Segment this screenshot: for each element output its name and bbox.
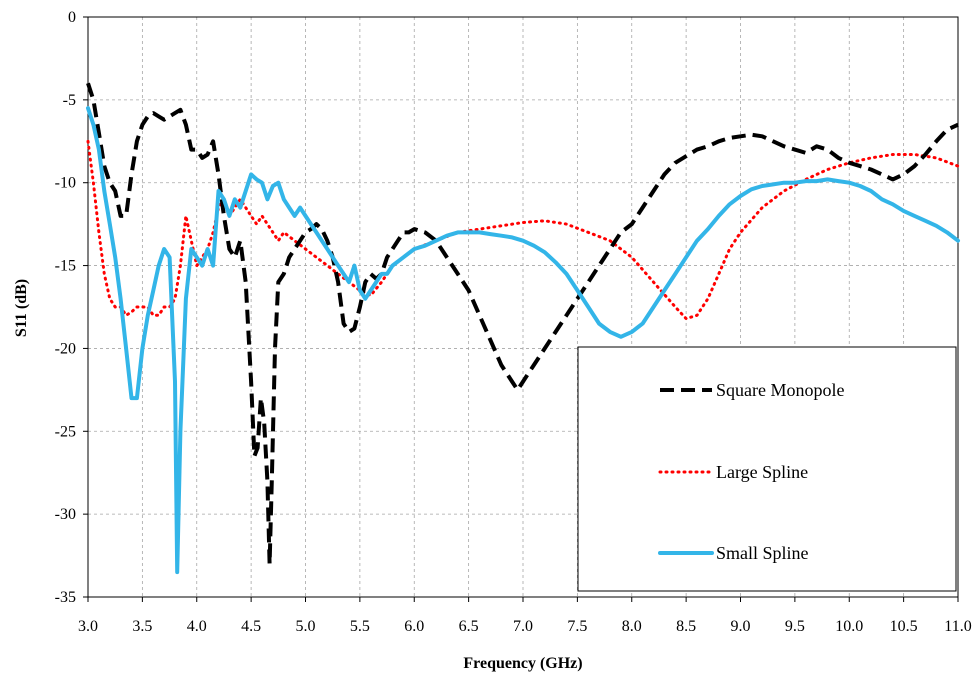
x-tick-label: 10.0 — [835, 618, 863, 635]
x-tick-label: 3.0 — [78, 618, 98, 635]
y-tick-label: -35 — [55, 589, 76, 606]
x-tick-label: 8.0 — [622, 618, 642, 635]
x-tick-label: 5.0 — [296, 618, 316, 635]
y-tick-label: -20 — [55, 340, 76, 357]
y-axis-title: S11 (dB) — [13, 279, 30, 337]
x-tick-label: 8.5 — [676, 618, 696, 635]
x-tick-label: 10.5 — [890, 618, 918, 635]
x-tick-label: 6.0 — [404, 618, 424, 635]
y-tick-label: -30 — [55, 506, 76, 523]
series-line-square-monopole — [86, 82, 959, 566]
legend-box — [577, 346, 957, 592]
x-tick-label: 9.5 — [785, 618, 805, 635]
x-tick-label: 4.5 — [241, 618, 261, 635]
y-tick-label: -25 — [55, 423, 76, 440]
y-tick-label: -10 — [55, 175, 76, 192]
series-line-small-spline — [86, 106, 960, 575]
x-tick-label: 7.5 — [567, 618, 587, 635]
legend-label: Large Spline — [716, 462, 808, 482]
legend-label: Square Monopole — [716, 380, 844, 400]
x-tick-label: 4.0 — [187, 618, 207, 635]
legend-label: Small Spline — [716, 543, 809, 563]
x-axis: 3.0 3.5 4.0 4.5 5.0 5.5 6.0 6.5 7.0 7.5 8.0 8.5 9.0 9… — [78, 597, 972, 635]
legend: Square Monopole Large Spline Small Spline — [577, 346, 957, 592]
x-tick-label: 7.0 — [513, 618, 533, 635]
y-tick-label: 0 — [68, 9, 76, 26]
x-tick-label: 6.5 — [459, 618, 479, 635]
x-axis-title: Frequency (GHz) — [463, 655, 582, 672]
series-layer — [86, 82, 960, 575]
y-tick-label: -15 — [55, 258, 76, 275]
y-tick-label: -5 — [63, 92, 76, 109]
x-tick-label: 9.0 — [731, 618, 751, 635]
x-tick-label: 3.5 — [132, 618, 152, 635]
y-axis: 0 -5 -10 -15 -20 -25 -30 -35 — [55, 9, 88, 606]
x-tick-label: 5.5 — [350, 618, 370, 635]
x-tick-label: 11.0 — [944, 618, 971, 635]
series-line-large-spline — [86, 139, 960, 321]
